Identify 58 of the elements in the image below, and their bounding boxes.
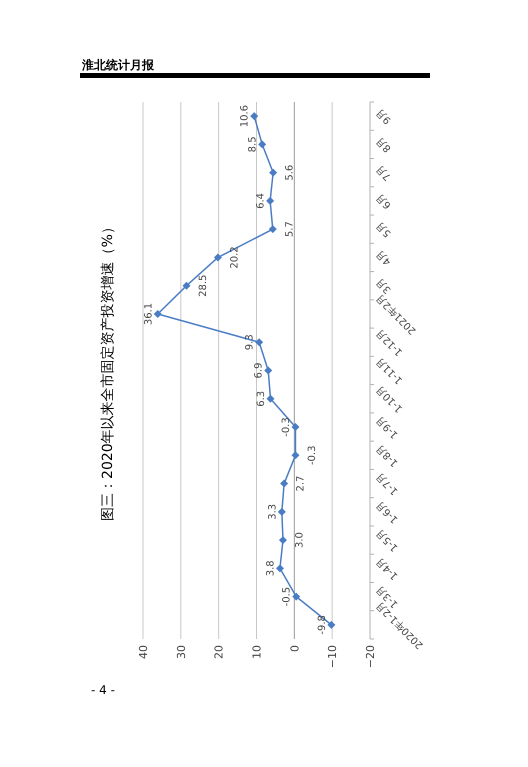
data-label: 36.1 (143, 302, 154, 326)
point (276, 564, 284, 572)
x-tick-label: 10 (250, 645, 264, 659)
data-label: -0.3 (280, 417, 292, 437)
point (268, 225, 277, 234)
x-tick-label: −20 (364, 645, 377, 668)
point (327, 620, 336, 629)
data-label: 6.4 (256, 192, 267, 209)
y-tick-label: 4月 (374, 248, 394, 268)
text: - 4 - (91, 683, 115, 697)
point (264, 366, 272, 374)
y-tick-label: 7月 (374, 162, 394, 182)
point (291, 451, 300, 460)
point (214, 253, 222, 262)
data-label: 28.5 (198, 274, 210, 297)
x-tick-label: −10 (326, 645, 340, 668)
y-tick-label: 6月 (374, 191, 394, 211)
point (182, 282, 191, 290)
x-tick-label: 20 (212, 645, 226, 659)
point (154, 310, 162, 318)
data-label: -9.8 (316, 615, 328, 635)
y-tick-label: 9月 (374, 106, 394, 126)
point (292, 592, 300, 601)
data-label: 3.0 (294, 532, 306, 548)
x-tick-label: 40 (137, 645, 150, 659)
data-label: 5.6 (284, 164, 296, 181)
data-label: 3.3 (267, 504, 278, 520)
point (266, 394, 274, 403)
point (258, 140, 266, 148)
text: 淮北统计月报 (81, 58, 155, 72)
point (278, 508, 286, 516)
data-label: 5.7 (284, 221, 296, 238)
data-label: 6.9 (254, 362, 265, 378)
data-label: 2.7 (296, 476, 307, 492)
y-tick-label: 3月 (374, 276, 394, 296)
data-label: -0.3 (306, 446, 318, 466)
point (278, 536, 287, 544)
data-label: 3.8 (265, 560, 276, 576)
point (255, 338, 264, 346)
data-label: 8.5 (248, 136, 259, 152)
y-tick-label: 1-8月 (374, 442, 401, 468)
point (269, 168, 278, 177)
y-tick-label: 1-4月 (374, 555, 401, 582)
point (280, 480, 288, 488)
data-label: 6.3 (256, 390, 267, 407)
text: 图三：2020年以来全市固定资产投资增速（%） (100, 220, 116, 521)
y-tick-label: 1-6月 (374, 498, 401, 526)
point (291, 423, 300, 432)
y-tick-label: 5月 (374, 220, 394, 239)
data-label: 9.3 (244, 334, 256, 350)
data-label: 20.2 (229, 246, 240, 269)
x-tick-label: 0 (288, 645, 302, 652)
point (266, 196, 274, 205)
x-tick-label: 30 (174, 645, 188, 659)
point (250, 112, 258, 120)
y-tick-label: 8月 (374, 134, 394, 154)
data-label: -0.5 (282, 586, 293, 606)
data-label: 10.6 (240, 105, 251, 128)
